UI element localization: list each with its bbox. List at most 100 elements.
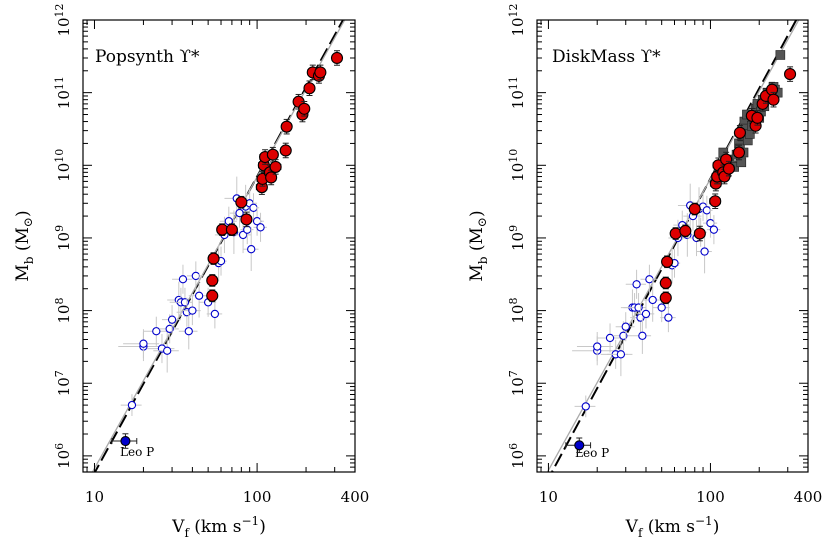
data-point [659, 276, 672, 290]
data-point [722, 162, 735, 175]
data-area [91, 20, 346, 472]
data-point [249, 203, 258, 212]
svg-text:1010: 1010 [507, 149, 527, 182]
svg-text:Mb (M⊙): Mb (M⊙) [467, 210, 490, 281]
data-point [167, 315, 177, 324]
x-tick-label: 100 [243, 488, 272, 506]
data-point [659, 291, 672, 304]
data-point [634, 303, 643, 312]
data-point [165, 324, 174, 334]
data-point [645, 275, 654, 284]
data-area [546, 20, 800, 472]
y-tick-label: 107 [507, 370, 527, 396]
data-point [688, 202, 701, 216]
data-point [632, 280, 641, 289]
svg-text:106: 106 [53, 443, 73, 469]
y-tick-label: 109 [53, 225, 73, 251]
data-point [188, 306, 197, 315]
data-point [693, 227, 706, 240]
y-tick-label: 108 [53, 298, 73, 324]
y-tick-label: 1011 [53, 76, 73, 109]
data-point [733, 126, 746, 139]
y-axis-label: Mb (M⊙) [467, 210, 490, 281]
data-point [235, 196, 248, 209]
data-point [266, 148, 279, 161]
svg-text:1011: 1011 [507, 76, 527, 109]
data-point [127, 400, 137, 410]
data-point [784, 68, 797, 81]
x-tick-label: 400 [341, 488, 370, 506]
x-tick-label: 10 [539, 488, 558, 506]
svg-text:1010: 1010 [53, 149, 73, 182]
x-tick-label: 100 [696, 488, 725, 506]
data-point [679, 224, 692, 237]
data-point [736, 157, 747, 168]
y-tick-label: 1010 [53, 149, 73, 182]
panel-diskmass: DiskMass ϒ* Leo P 10 100 400 106 107 108 109 10… [467, 3, 823, 540]
data-point [709, 195, 722, 208]
data-point [207, 252, 220, 265]
panel-title: Popsynth ϒ* [95, 47, 200, 67]
data-point [593, 342, 602, 351]
data-point [269, 160, 282, 173]
data-point [178, 275, 188, 284]
data-point [303, 82, 316, 95]
y-tick-label: 1012 [53, 3, 73, 36]
data-point [657, 303, 666, 312]
x-tick-label: 10 [85, 488, 104, 506]
y-axis-label: Mb (M⊙) [13, 210, 36, 281]
svg-text:109: 109 [507, 225, 527, 251]
svg-text:Mb (M⊙): Mb (M⊙) [13, 210, 36, 281]
svg-text:108: 108 [53, 298, 73, 324]
data-point [120, 436, 131, 447]
data-point [619, 331, 628, 340]
panel-popsynth: Popsynth ϒ* Leo P 10 100 400 106 107 108 109 10… [13, 3, 370, 540]
data-point [638, 331, 647, 340]
x-tick-label: 400 [794, 488, 823, 506]
svg-text:107: 107 [507, 370, 527, 396]
x-axis-label: Vf (km s−1) [625, 514, 720, 540]
leo-p-annotation: Leo P [120, 445, 154, 459]
svg-text:108: 108 [507, 298, 527, 324]
svg-text:107: 107 [53, 370, 73, 396]
y-tick-label: 1012 [507, 3, 527, 36]
data-point [767, 93, 780, 106]
data-point [621, 322, 630, 331]
data-point [330, 51, 344, 65]
y-tick-label: 106 [53, 443, 73, 469]
svg-text:1011: 1011 [53, 76, 73, 109]
data-point [240, 213, 253, 226]
data-point [247, 245, 256, 254]
data-point [574, 440, 585, 451]
data-point [766, 83, 779, 96]
data-point [664, 313, 673, 322]
data-point [256, 223, 265, 232]
data-point [605, 333, 615, 343]
svg-text:109: 109 [53, 225, 73, 251]
data-point [206, 289, 219, 302]
data-point [709, 225, 719, 234]
svg-text:1012: 1012 [53, 3, 73, 36]
data-point [180, 298, 190, 307]
y-tick-label: 1010 [507, 149, 527, 182]
plot-frame [536, 19, 809, 473]
leo-p-annotation: Leo P [575, 446, 609, 460]
data-point [314, 66, 327, 79]
data-point [581, 402, 590, 411]
y-tick-label: 106 [507, 443, 527, 469]
data-point [279, 144, 292, 157]
data-point [732, 146, 746, 159]
data-point [641, 309, 651, 319]
data-point [191, 271, 200, 281]
data-point [661, 255, 674, 268]
data-point [184, 327, 193, 336]
data-point [163, 346, 172, 355]
data-point [235, 208, 244, 218]
y-tick-label: 109 [507, 225, 527, 251]
data-point [298, 102, 311, 115]
data-point [238, 230, 248, 240]
fit-line-solid [546, 20, 800, 472]
x-axis-label: Vf (km s−1) [171, 514, 266, 540]
data-point [225, 223, 238, 236]
